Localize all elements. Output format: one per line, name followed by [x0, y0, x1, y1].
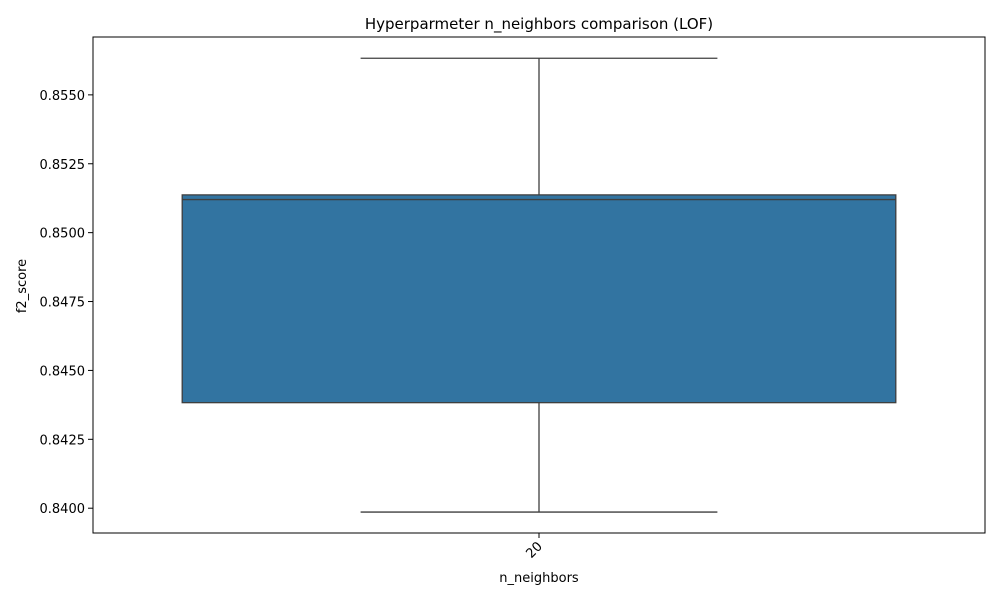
- y-tick-label: 0.8450: [40, 364, 86, 379]
- box-iqr: [181, 194, 897, 404]
- y-tick-label: 0.8400: [40, 502, 86, 517]
- y-tick-label: 0.8425: [40, 433, 86, 448]
- x-tick-label: 20: [524, 539, 546, 561]
- y-tick-label: 0.8525: [40, 158, 86, 173]
- plot-frame: [92, 36, 986, 534]
- y-tick-label: 0.8550: [40, 89, 86, 104]
- x-axis-label: n_neighbors: [499, 571, 579, 586]
- y-axis-label: f2_score: [15, 259, 30, 313]
- y-tick-label: 0.8475: [40, 296, 86, 311]
- y-axis-ticks: 0.8400 0.8425 0.8450 0.8475 0.8500 0.8525 0.85…: [40, 89, 93, 517]
- x-axis-ticks: 20: [524, 533, 546, 562]
- chart-title: Hyperparmeter n_neighbors comparison (LO…: [365, 15, 713, 34]
- plot-area: [181, 57, 897, 513]
- y-tick-label: 0.8500: [40, 227, 86, 242]
